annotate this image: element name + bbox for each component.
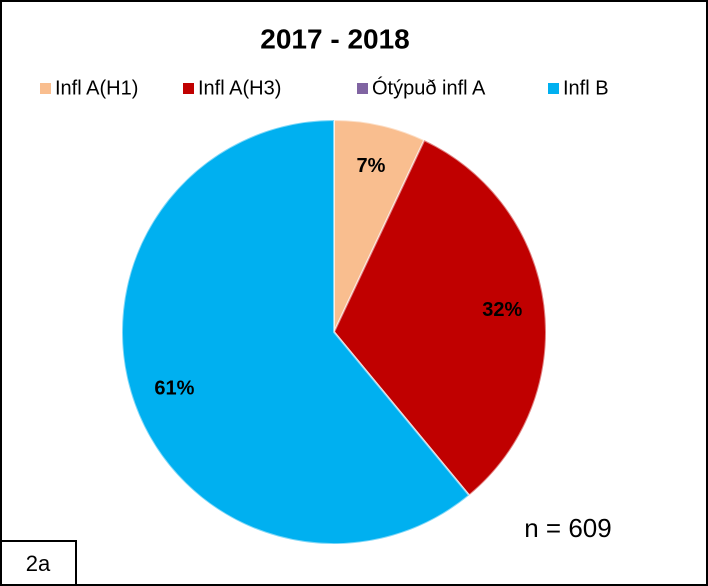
legend-swatch bbox=[183, 83, 194, 94]
annotation: n = 609 bbox=[524, 513, 611, 543]
panel-label-box bbox=[0, 540, 77, 586]
data-label: 61% bbox=[154, 378, 194, 400]
pie-slice bbox=[121, 118, 471, 545]
data-label: 32% bbox=[482, 299, 522, 321]
data-label: 7% bbox=[357, 155, 386, 177]
chart-title: 2017 - 2018 bbox=[260, 23, 409, 54]
panel-label: 2a bbox=[26, 551, 51, 576]
legend-label: Infl A(H3) bbox=[198, 77, 281, 99]
pie-slice bbox=[332, 138, 547, 497]
legend-swatch bbox=[548, 83, 559, 94]
legend-label: Infl B bbox=[563, 77, 609, 99]
legend-swatch bbox=[357, 83, 368, 94]
legend-swatch bbox=[40, 83, 51, 94]
legend-label: Ótýpuð infl A bbox=[372, 76, 486, 99]
legend-label: Infl A(H1) bbox=[55, 77, 138, 99]
